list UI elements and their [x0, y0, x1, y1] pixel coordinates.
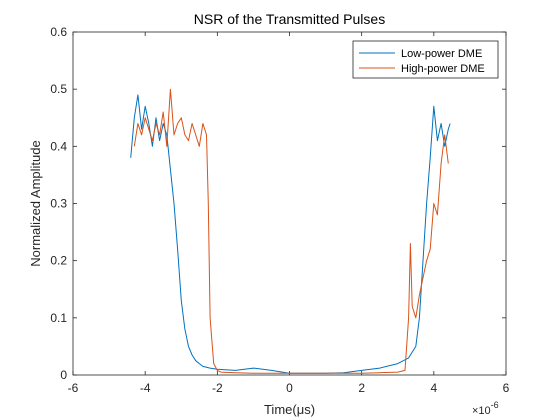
x-tick-label: -2 [212, 381, 223, 395]
x-tick-label: 2 [358, 381, 365, 395]
x-axis-label: Time(μs) [264, 402, 315, 417]
series-line-low-power [130, 94, 451, 374]
x-axis-exponent: ×10-6 [472, 400, 499, 417]
y-axis: 0 0.1 0.2 0.3 0.4 0.5 0.6 [50, 25, 506, 382]
y-tick-label: 0.5 [50, 82, 67, 96]
x-tick-label: 6 [503, 381, 510, 395]
x-axis-exponent-base: ×10 [472, 405, 491, 417]
x-axis-exponent-power: -6 [491, 400, 499, 410]
y-tick-label: 0.3 [50, 197, 67, 211]
series-group [130, 88, 451, 374]
y-tick-label: 0.2 [50, 254, 67, 268]
series-line-high-power [133, 88, 449, 374]
x-axis: -6 -4 -2 0 2 4 6 [68, 32, 510, 395]
y-tick-label: 0.1 [50, 311, 67, 325]
y-tick-label: 0.4 [50, 139, 67, 153]
legend-label-low-power: Low-power DME [401, 48, 482, 60]
x-tick-label: 4 [430, 381, 437, 395]
y-axis-label: Normalized Amplitude [28, 140, 43, 266]
legend: Low-power DME High-power DME [352, 40, 499, 79]
legend-box [352, 40, 499, 79]
x-tick-label: -4 [140, 381, 151, 395]
x-tick-label: 0 [286, 381, 293, 395]
y-tick-label: 0 [60, 368, 67, 382]
legend-label-high-power: High-power DME [401, 63, 485, 75]
plot-area [72, 31, 507, 376]
x-tick-label: -6 [68, 381, 79, 395]
y-tick-label: 0.6 [50, 25, 67, 39]
chart-title: NSR of the Transmitted Pulses [194, 11, 385, 27]
